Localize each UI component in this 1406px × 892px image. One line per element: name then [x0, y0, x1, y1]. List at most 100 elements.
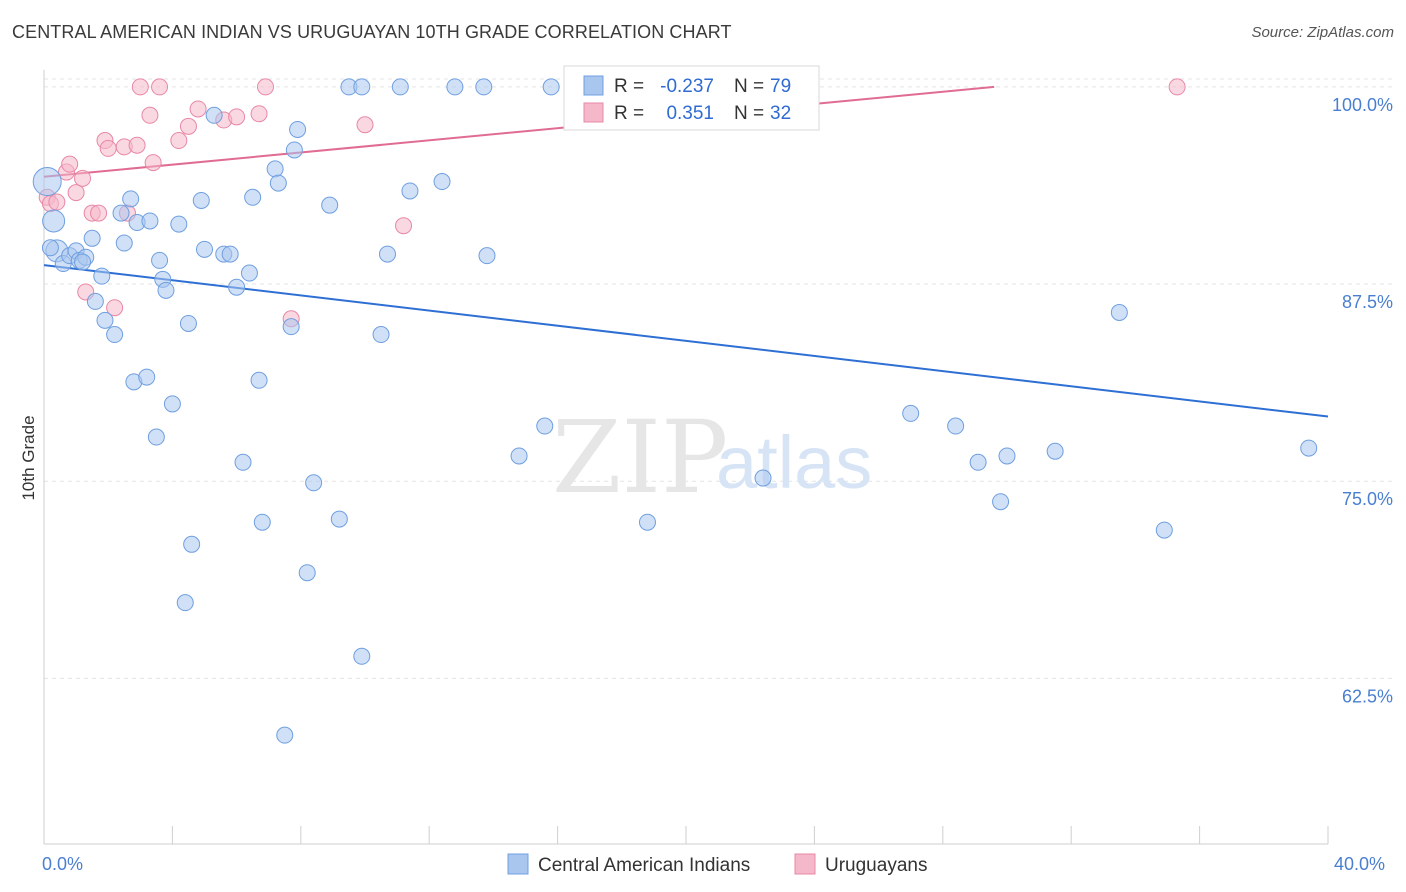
source-credit: Source: ZipAtlas.com: [1251, 24, 1394, 41]
point-central-american: [228, 278, 246, 296]
point-central-american: [244, 188, 262, 206]
point-central-american: [176, 594, 194, 612]
correlation-legend: R = -0.237 N = 79 R = 0.351 N = 32: [563, 65, 820, 131]
gridlines: [44, 78, 1396, 679]
point-central-american: [74, 253, 92, 271]
point-central-american: [138, 368, 156, 386]
bottom-legend-label-central-american: Central American Indians: [538, 855, 750, 876]
point-uruguayan: [90, 204, 108, 222]
point-central-american: [183, 535, 201, 553]
point-central-american: [378, 245, 396, 263]
point-central-american: [205, 106, 223, 124]
point-uruguayan: [48, 193, 66, 211]
point-central-american: [969, 453, 987, 471]
legend-n-value-uruguayan: 32: [770, 103, 791, 124]
point-uruguayan: [144, 154, 162, 172]
point-central-american: [122, 190, 140, 208]
point-central-american: [475, 78, 493, 96]
point-central-american: [163, 395, 181, 413]
bottom-legend-label-uruguayan: Uruguayans: [825, 855, 927, 876]
point-central-american: [170, 215, 188, 233]
point-central-american: [353, 78, 371, 96]
point-uruguayan: [356, 116, 374, 134]
watermark: ZIP atlas: [552, 399, 872, 516]
point-central-american: [401, 182, 419, 200]
point-central-american: [147, 428, 165, 446]
point-uruguayan: [170, 132, 188, 150]
point-uruguayan: [61, 155, 79, 173]
point-uruguayan: [106, 299, 124, 317]
x-tick-label-max: 40.0%: [1334, 854, 1385, 874]
y-tick-label: 87.5%: [1342, 292, 1393, 312]
point-central-american: [250, 371, 268, 389]
legend-r-value-central-american: -0.237: [660, 76, 714, 97]
point-uruguayan: [67, 184, 85, 202]
legend-r-label: R =: [614, 103, 644, 124]
point-central-american: [266, 160, 284, 178]
point-central-american: [253, 513, 271, 531]
point-central-american: [93, 267, 111, 285]
point-central-american: [179, 314, 197, 332]
point-uruguayan: [141, 106, 159, 124]
point-central-american: [638, 513, 656, 531]
point-central-american: [106, 326, 124, 344]
point-central-american: [282, 318, 300, 336]
y-tick-labels: 100.0% 87.5% 75.0% 62.5%: [1332, 95, 1393, 706]
point-central-american: [269, 174, 287, 192]
point-central-american: [151, 251, 169, 269]
trend-line-central-american: [43, 264, 1329, 418]
legend-n-label: N =: [734, 76, 764, 97]
point-uruguayan: [74, 169, 92, 187]
point-central-american: [433, 173, 451, 191]
point-central-american: [353, 647, 371, 665]
point-central-american: [276, 726, 294, 744]
point-uruguayan: [189, 100, 207, 118]
point-central-american: [1300, 439, 1318, 457]
x-tick-marks: [43, 826, 1329, 844]
point-uruguayan: [1168, 78, 1186, 96]
legend-swatch-central-american: [583, 75, 604, 96]
point-central-american: [298, 564, 316, 582]
point-central-american: [234, 453, 252, 471]
legend-swatch-uruguayan: [583, 102, 604, 123]
point-uruguayan: [228, 108, 246, 126]
point-uruguayan: [179, 117, 197, 135]
point-central-american: [285, 141, 303, 159]
point-central-american: [330, 510, 348, 528]
point-central-american: [902, 404, 920, 422]
chart-title: CENTRAL AMERICAN INDIAN VS URUGUAYAN 10T…: [12, 22, 732, 42]
point-central-american: [992, 493, 1010, 511]
legend-n-label: N =: [734, 103, 764, 124]
legend-r-label: R =: [614, 76, 644, 97]
point-central-american: [112, 204, 130, 222]
point-central-american: [157, 281, 175, 299]
point-central-american: [141, 212, 159, 230]
legend-n-value-central-american: 79: [770, 76, 791, 97]
point-central-american: [947, 417, 965, 435]
point-central-american: [321, 196, 339, 214]
point-central-american: [305, 474, 323, 492]
point-uruguayan: [131, 78, 149, 96]
point-uruguayan: [250, 105, 268, 123]
point-central-american: [41, 239, 59, 257]
point-central-american: [754, 469, 772, 487]
point-central-american: [192, 191, 210, 209]
series-legend: Central American Indians Uruguayans: [507, 853, 927, 876]
legend-box: [563, 65, 820, 131]
point-central-american: [221, 245, 239, 263]
point-central-american: [1155, 521, 1173, 539]
point-central-american: [196, 240, 213, 258]
trend-lines: [43, 85, 1329, 418]
point-uruguayan: [151, 78, 169, 96]
bottom-legend-swatch-central-american: [507, 853, 529, 875]
point-central-american: [83, 229, 101, 247]
point-central-american: [372, 326, 390, 344]
point-central-american: [446, 78, 464, 96]
point-central-american: [478, 247, 496, 265]
point-uruguayan: [256, 78, 274, 96]
bottom-legend-swatch-uruguayan: [794, 853, 816, 875]
y-axis-label: 10th Grade: [19, 415, 38, 500]
point-central-american: [391, 78, 409, 96]
point-central-american: [510, 447, 528, 465]
point-central-american: [115, 234, 133, 252]
